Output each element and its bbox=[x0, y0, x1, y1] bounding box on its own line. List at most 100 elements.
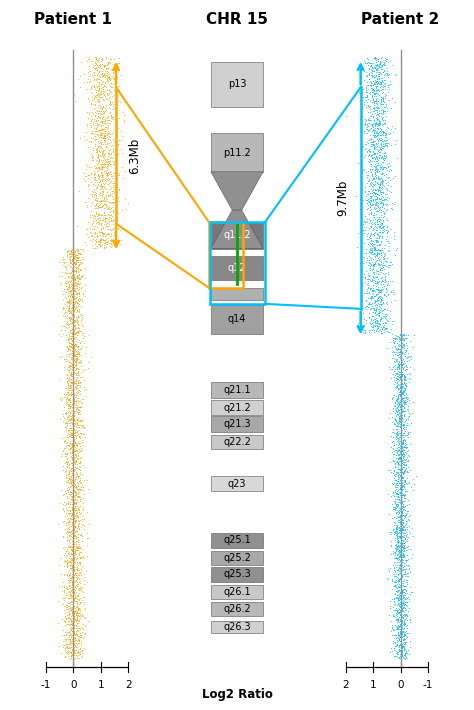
Point bbox=[401, 524, 408, 535]
Point bbox=[392, 410, 400, 421]
Point bbox=[370, 266, 378, 278]
Point bbox=[72, 255, 80, 266]
Point bbox=[68, 364, 75, 375]
Point bbox=[374, 303, 382, 315]
Point bbox=[365, 58, 373, 69]
Point bbox=[370, 96, 378, 107]
Point bbox=[401, 379, 409, 391]
Point bbox=[397, 623, 404, 635]
Point bbox=[374, 214, 382, 225]
Point bbox=[404, 472, 411, 484]
Point bbox=[73, 582, 80, 594]
Point bbox=[399, 471, 407, 483]
Point bbox=[366, 243, 374, 254]
Point bbox=[101, 215, 109, 226]
Point bbox=[366, 75, 374, 87]
Point bbox=[70, 612, 77, 623]
Point bbox=[72, 504, 80, 515]
Point bbox=[91, 172, 98, 183]
Point bbox=[60, 506, 68, 517]
Point bbox=[72, 429, 79, 440]
Point bbox=[66, 255, 74, 266]
Point bbox=[99, 142, 106, 153]
Point bbox=[97, 208, 104, 219]
Point bbox=[394, 358, 401, 369]
Point bbox=[79, 505, 87, 516]
Point bbox=[365, 223, 373, 234]
Point bbox=[394, 416, 402, 427]
Point bbox=[397, 551, 405, 562]
Point bbox=[364, 121, 372, 132]
Point bbox=[401, 383, 409, 395]
Point bbox=[397, 329, 404, 341]
Point bbox=[369, 173, 377, 185]
Point bbox=[63, 407, 70, 418]
Point bbox=[93, 145, 100, 156]
Point bbox=[394, 548, 402, 559]
Point bbox=[71, 341, 79, 352]
Text: Patient 2: Patient 2 bbox=[361, 11, 440, 27]
Point bbox=[381, 260, 389, 271]
Point bbox=[373, 196, 380, 207]
Point bbox=[69, 622, 76, 633]
Point bbox=[379, 93, 386, 104]
Point bbox=[390, 559, 397, 570]
Point bbox=[373, 219, 381, 230]
Point bbox=[71, 344, 78, 355]
Point bbox=[99, 115, 107, 126]
Point bbox=[386, 647, 393, 658]
Point bbox=[399, 435, 406, 447]
Point bbox=[393, 381, 401, 393]
Point bbox=[399, 480, 407, 491]
Point bbox=[102, 212, 109, 224]
Point bbox=[400, 419, 408, 430]
Point bbox=[70, 298, 78, 310]
Point bbox=[397, 391, 405, 402]
Point bbox=[390, 503, 397, 515]
Point bbox=[100, 81, 108, 92]
Point bbox=[72, 395, 80, 407]
Point bbox=[79, 535, 86, 547]
Point bbox=[70, 405, 77, 417]
Point bbox=[78, 594, 85, 606]
Point bbox=[377, 294, 384, 305]
Point bbox=[66, 306, 73, 317]
Point bbox=[88, 70, 96, 81]
Point bbox=[65, 341, 73, 352]
Point bbox=[101, 117, 109, 129]
Point bbox=[94, 86, 102, 97]
Point bbox=[392, 579, 400, 591]
Point bbox=[90, 61, 97, 72]
Point bbox=[85, 51, 93, 62]
Point bbox=[68, 503, 76, 515]
Point bbox=[69, 356, 77, 367]
Point bbox=[68, 447, 76, 458]
Point bbox=[87, 120, 95, 131]
Point bbox=[387, 323, 395, 334]
Point bbox=[98, 175, 106, 187]
Point bbox=[102, 70, 110, 81]
Point bbox=[391, 558, 399, 569]
Point bbox=[398, 510, 405, 521]
Point bbox=[72, 505, 79, 516]
Point bbox=[378, 182, 385, 193]
Point bbox=[376, 240, 384, 251]
Point bbox=[73, 313, 81, 324]
Point bbox=[395, 371, 402, 383]
Point bbox=[392, 568, 400, 579]
Point bbox=[363, 97, 370, 108]
Point bbox=[391, 637, 398, 648]
Point bbox=[406, 510, 413, 521]
Point bbox=[372, 198, 380, 209]
Point bbox=[73, 334, 81, 345]
Point bbox=[401, 523, 409, 534]
Point bbox=[401, 512, 409, 523]
Point bbox=[64, 375, 71, 386]
Point bbox=[91, 193, 99, 204]
Point bbox=[74, 284, 82, 295]
Point bbox=[90, 217, 97, 229]
Point bbox=[402, 360, 410, 371]
Point bbox=[400, 544, 408, 555]
Point bbox=[80, 173, 88, 185]
Point bbox=[360, 237, 368, 248]
